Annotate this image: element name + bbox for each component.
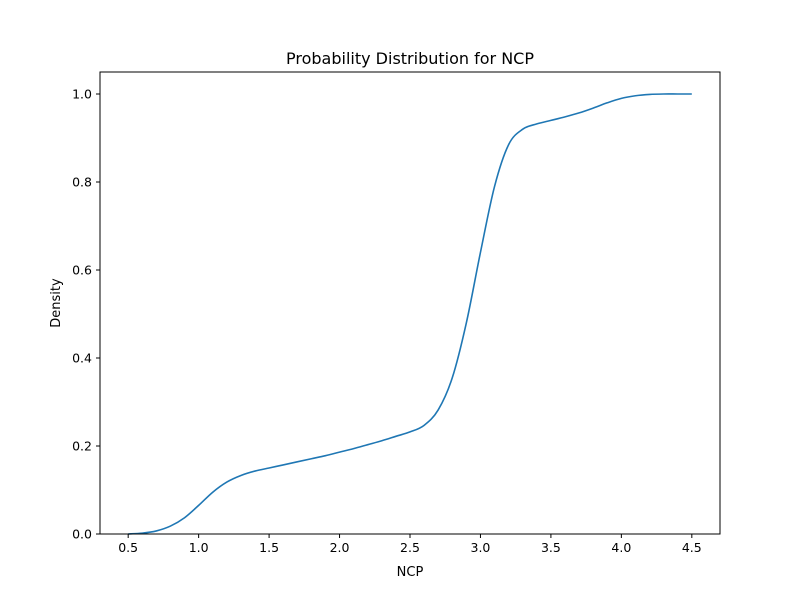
y-tick-label: 0.2 [72, 439, 92, 454]
y-tick-label: 0.4 [72, 351, 92, 366]
y-axis-ticks: 0.0 0.2 0.4 0.6 0.8 1.0 [72, 87, 100, 542]
chart-title: Probability Distribution for NCP [286, 49, 534, 68]
plot-frame [99, 71, 721, 535]
y-tick-label: 1.0 [72, 87, 92, 102]
x-tick-label: 1.5 [259, 540, 279, 555]
x-tick-label: 4.5 [682, 540, 702, 555]
series-layer [128, 93, 692, 535]
x-tick-label: 2.0 [330, 540, 350, 555]
x-tick-label: 3.0 [471, 540, 491, 555]
x-axis-label: NCP [397, 565, 424, 580]
y-axis-label: Density [49, 278, 64, 328]
x-tick-label: 3.5 [541, 540, 561, 555]
plot-background [100, 72, 720, 534]
x-axis-ticks: 0.5 1.0 1.5 2.0 2.5 3.0 3.5 4.0 4.5 [118, 534, 702, 555]
y-tick-label: 0.6 [72, 263, 92, 278]
y-tick-label: 0.8 [72, 175, 92, 190]
x-tick-label: 4.0 [611, 540, 631, 555]
y-tick-label: 0.0 [72, 527, 92, 542]
x-tick-label: 0.5 [118, 540, 138, 555]
x-tick-label: 1.0 [189, 540, 209, 555]
series-line [128, 93, 692, 535]
x-tick-label: 2.5 [400, 540, 420, 555]
